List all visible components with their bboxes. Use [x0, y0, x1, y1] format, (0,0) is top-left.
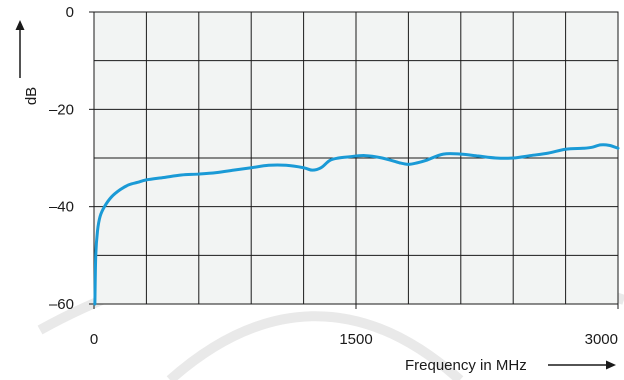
y-tick-label: –60	[49, 296, 74, 313]
y-tick-label: 0	[66, 4, 74, 21]
x-axis-ticks: 0 1500 3000	[90, 304, 619, 348]
y-axis-ticks: 0 –20 –40 –60	[49, 4, 94, 313]
x-axis-title-group: Frequency in MHz	[405, 357, 616, 374]
x-tick-label: 0	[90, 331, 98, 348]
x-tick-label: 3000	[585, 331, 618, 348]
y-axis-title-group: dB	[15, 20, 40, 105]
watermark-arc-small	[166, 311, 464, 380]
x-axis-arrow-icon	[606, 360, 616, 370]
y-tick-label: –20	[49, 101, 74, 118]
y-axis-arrow-icon	[15, 20, 25, 30]
x-axis-title: Frequency in MHz	[405, 357, 527, 374]
y-axis-title: dB	[23, 87, 40, 105]
series-line-response	[93, 143, 620, 306]
x-tick-label: 1500	[339, 331, 372, 348]
y-tick-label: –40	[49, 199, 74, 216]
